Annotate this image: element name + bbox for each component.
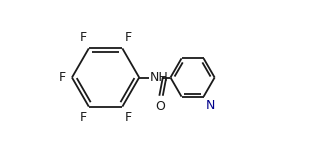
Text: N: N [206, 99, 215, 112]
Text: O: O [156, 100, 165, 113]
Text: F: F [59, 71, 66, 84]
Text: F: F [79, 31, 86, 44]
Text: F: F [79, 111, 86, 124]
Text: F: F [125, 31, 132, 44]
Text: F: F [125, 111, 132, 124]
Text: NH: NH [150, 71, 169, 84]
